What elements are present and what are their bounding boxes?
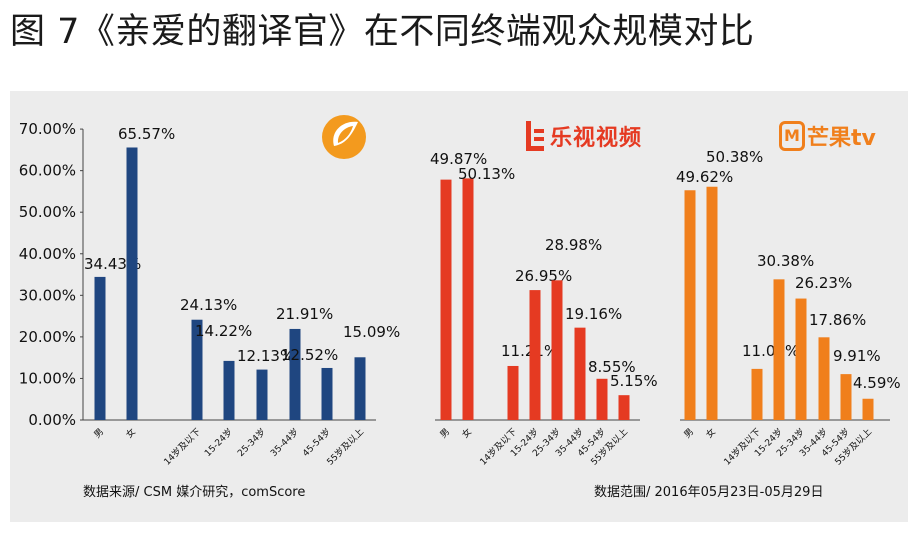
bar [551, 280, 563, 420]
bar [321, 367, 333, 420]
bar [94, 276, 106, 420]
bar [354, 357, 366, 420]
x-tick-label: 14岁及以下 [477, 426, 519, 468]
x-tick-label: 14岁及以下 [161, 426, 203, 468]
bar [818, 337, 830, 420]
data-label: 9.91% [833, 347, 881, 365]
x-tick-label: 14岁及以下 [721, 426, 763, 468]
data-label: 28.98% [545, 236, 602, 254]
chart-panel [10, 91, 908, 522]
y-tick-label: 20.00% [19, 328, 76, 346]
letv-logo-text: 乐视视频 [550, 126, 643, 151]
data-label: 5.15% [610, 372, 658, 390]
data-label: 8.55% [588, 358, 636, 376]
data-label: 15.09% [343, 323, 400, 341]
bar [596, 378, 608, 420]
data-label: 11.04% [742, 342, 799, 360]
x-tick-label: 25-34岁 [235, 426, 268, 459]
bar [751, 368, 763, 420]
bar [126, 147, 138, 420]
y-tick-label: 50.00% [19, 203, 76, 221]
x-tick-label: 15-24岁 [202, 426, 235, 459]
x-tick-label: 女 [703, 426, 718, 441]
bar [256, 369, 268, 420]
data-label: 26.23% [795, 274, 852, 292]
x-tick-label: 女 [459, 426, 474, 441]
data-label: 17.86% [809, 311, 866, 329]
bar [684, 190, 696, 420]
bar [795, 298, 807, 420]
y-tick-label: 60.00% [19, 162, 76, 180]
data-label: 24.13% [180, 296, 237, 314]
hunan-tv-logo [322, 115, 366, 159]
data-label: 12.13% [237, 347, 294, 365]
bar [773, 279, 785, 420]
bar [223, 360, 235, 420]
mango-mark-icon: M [779, 121, 805, 151]
data-label: 14.22% [195, 322, 252, 340]
data-label: 65.57% [118, 125, 175, 143]
y-tick-label: 10.00% [19, 369, 76, 387]
mango-tv-logo: M 芒果tv [779, 117, 876, 155]
bar [706, 186, 718, 420]
data-label: 4.59% [853, 374, 901, 392]
y-tick-label: 0.00% [28, 411, 76, 429]
data-label: 50.13% [458, 165, 515, 183]
bar [618, 395, 630, 420]
bar [191, 319, 203, 420]
x-tick-label: 35-44岁 [268, 426, 301, 459]
x-tick-label: 男 [438, 426, 452, 440]
x-tick-label: 男 [682, 426, 696, 440]
y-tick-label: 30.00% [19, 286, 76, 304]
bar [840, 374, 852, 420]
letv-logo: 乐视视频 [524, 117, 642, 155]
data-label: 30.38% [757, 252, 814, 270]
data-label: 49.62% [676, 168, 733, 186]
y-tick-label: 70.00% [19, 120, 76, 138]
data-label: 50.38% [706, 148, 763, 166]
bar [529, 290, 541, 420]
data-label: 19.16% [565, 305, 622, 323]
bar [440, 179, 452, 420]
bar [862, 398, 874, 420]
data-label: 49.87% [430, 150, 487, 168]
x-tick-label: 女 [123, 426, 138, 441]
x-tick-label: 45-54岁 [300, 426, 333, 459]
y-tick-label: 40.00% [19, 245, 76, 263]
source-note: 数据来源/ CSM 媒介研究，comScore [83, 485, 306, 500]
letv-mark-icon [524, 119, 546, 153]
data-label: 26.95% [515, 267, 572, 285]
bar [574, 327, 586, 420]
bar [462, 178, 474, 420]
data-label: 21.91% [276, 305, 333, 323]
mango-logo-text: 芒果tv [807, 126, 876, 151]
bar [289, 328, 301, 420]
bar [507, 365, 519, 420]
figure-title: 图 7《亲爱的翻译官》在不同终端观众规模对比 [10, 12, 755, 52]
x-tick-label: 男 [92, 426, 106, 440]
data-label: 12.52% [281, 346, 338, 364]
date-range-note: 数据范围/ 2016年05月23日-05月29日 [594, 485, 824, 500]
